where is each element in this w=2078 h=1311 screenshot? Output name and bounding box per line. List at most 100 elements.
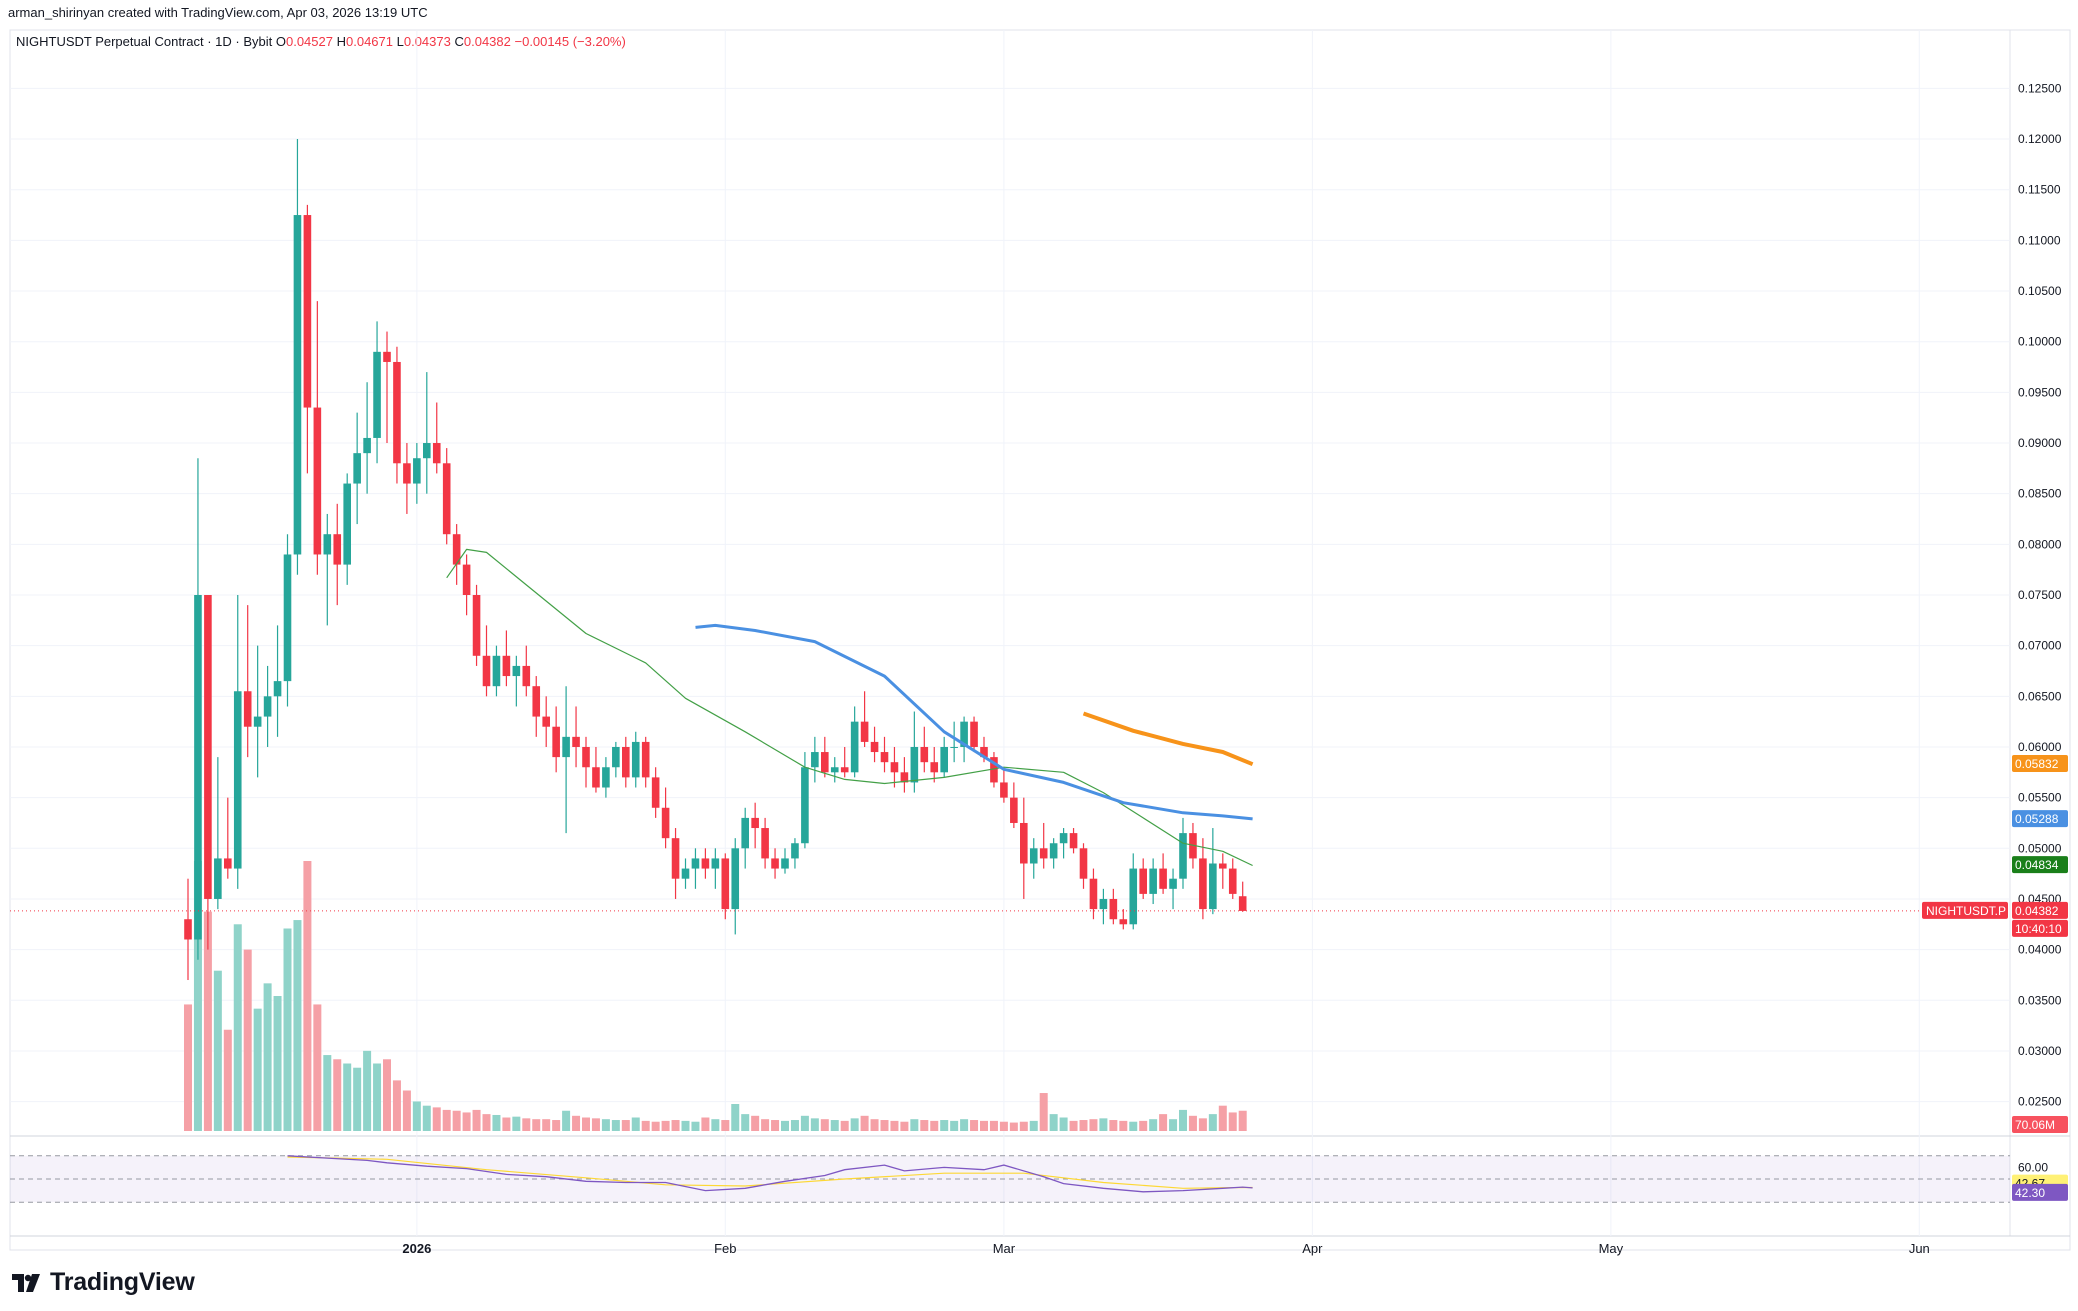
volume-bar [243,949,252,1131]
volume-bar [313,1004,322,1131]
candle-body [900,772,909,783]
volume-bar [999,1121,1008,1131]
candle-body [741,817,749,849]
volume-bar [383,1059,391,1131]
candle-body [502,655,511,677]
candle-body [393,361,401,464]
candle-body [423,443,431,459]
volume-bar [641,1120,650,1131]
tradingview-logo[interactable]: TradingView [12,1268,195,1297]
volume-bar [960,1119,969,1131]
candle-body [313,407,322,555]
candle-body [1010,797,1018,823]
volume-bar [880,1120,889,1131]
candle-body [1119,919,1128,925]
price-chart[interactable]: 0.12500 0.12000 0.11500 0.11000 0.10500 0.100… [0,0,2078,1262]
volume-bar [920,1120,929,1131]
candle-body [373,351,381,438]
volume-bar [771,1120,780,1131]
candle-body [233,691,242,869]
volume-bar [572,1115,581,1131]
symbol-title: NIGHTUSDT Perpetual Contract · 1D · Bybi… [16,34,273,49]
open-value: 0.04527 [285,34,333,49]
candle-body [1199,858,1207,910]
volume-bar [303,861,312,1131]
volume-bar [263,983,272,1131]
candle-body [353,453,361,484]
volume-bar [1169,1119,1178,1131]
volume-bar [1029,1120,1038,1131]
candle-body [194,595,202,940]
last-price-badge-bg [2012,901,2068,919]
volume-bar [422,1105,431,1131]
time-label: May [1599,1241,1624,1256]
candle-body [930,762,939,773]
price-tick-label: 0.09500 [2018,385,2062,399]
candle-body [323,534,332,555]
candle-body [980,746,988,758]
candle-body [333,534,342,565]
volume-bar [582,1117,590,1131]
candle-body [1000,782,1008,798]
ma50-badge-bg [2012,810,2068,828]
volume-bar [184,1004,192,1131]
ma50-line [695,623,1253,821]
candle-body [184,919,192,940]
candle-body [860,721,869,742]
volume-bar [890,1120,899,1131]
candle-body [711,858,720,869]
volume-bar [1079,1120,1088,1131]
volume-bar [1049,1114,1058,1131]
candle-body [811,752,819,768]
candle-body [721,858,730,910]
candle-body [452,534,461,565]
candle-body [1039,848,1048,859]
volume-badge: 70.06M [2015,1118,2055,1132]
volume-bar [681,1120,690,1131]
candle-body [940,746,948,773]
candle-body [263,696,272,717]
volume-bar [810,1118,819,1131]
volume-bar [1198,1118,1207,1131]
volume-bar [631,1117,640,1131]
volume-bar [1179,1109,1187,1131]
open-label: O [275,34,286,49]
candle-body [651,777,660,808]
price-tick-label: 0.11500 [2018,183,2061,197]
high-value: 0.04671 [346,34,393,49]
credit-text: arman_shirinyan created with TradingView… [8,5,428,20]
candle-body [293,215,302,555]
volume-bar [193,861,202,1131]
rsi-ma-line [287,1156,1253,1189]
volume-bar [542,1119,551,1131]
candle-body [1099,898,1108,910]
candle-body [671,838,680,879]
candle-body [1169,878,1177,889]
volume-bar [402,1090,411,1131]
volume-bar [621,1120,630,1131]
volume-bar [562,1110,571,1131]
price-tick-label: 0.12500 [2018,81,2062,95]
candle-body [492,655,501,687]
volume-bar [353,1067,362,1131]
volume-bar [721,1120,730,1131]
volume-bar [1059,1117,1068,1131]
high-label: H [336,34,346,49]
time-label: Jun [1909,1241,1930,1256]
volume-bar [273,996,282,1131]
rsi-badge-bg [2012,1183,2068,1201]
candle-body [1020,822,1028,864]
volume-bar [552,1120,561,1131]
price-tick-label: 0.07500 [2018,588,2062,602]
candle-body [482,655,491,687]
volume-bar [1019,1121,1028,1131]
volume-bar [472,1109,481,1131]
candle-body [542,716,550,727]
price-tick-label: 0.12000 [2018,132,2062,146]
volume-bar [761,1119,770,1131]
volume-bar [253,1008,262,1131]
volume-bar [989,1120,998,1131]
volume-bar [512,1116,521,1131]
volume-bar [800,1115,809,1131]
volume-bar [870,1119,879,1131]
